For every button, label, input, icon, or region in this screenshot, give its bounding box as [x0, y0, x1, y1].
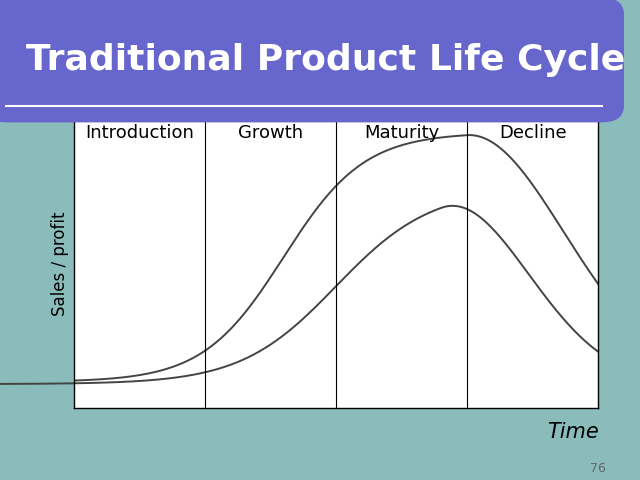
- Y-axis label: Sales / profit: Sales / profit: [51, 212, 69, 316]
- Text: Introduction: Introduction: [84, 124, 194, 142]
- Text: Maturity: Maturity: [364, 124, 439, 142]
- Text: Growth: Growth: [238, 124, 303, 142]
- Text: Decline: Decline: [499, 124, 566, 142]
- Text: Traditional Product Life Cycle: Traditional Product Life Cycle: [26, 43, 625, 77]
- Text: Time: Time: [547, 422, 598, 442]
- Text: 76: 76: [591, 461, 606, 475]
